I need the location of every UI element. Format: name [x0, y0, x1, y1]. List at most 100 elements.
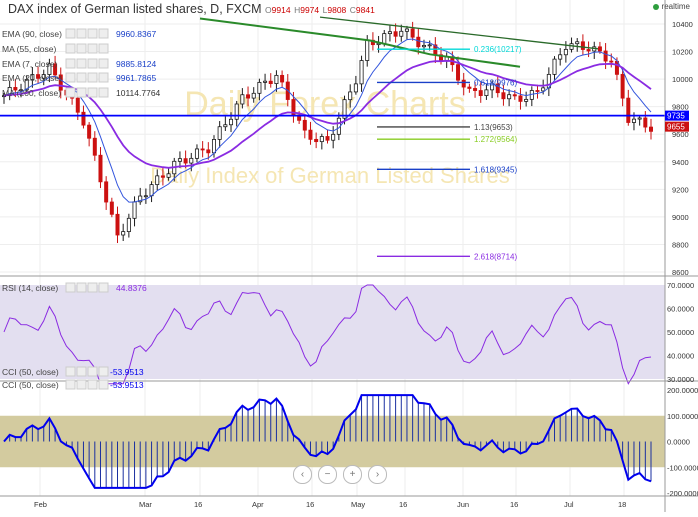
candle — [126, 217, 131, 233]
price-tick: 8600 — [672, 268, 689, 277]
indicator-settings-icon[interactable] — [76, 43, 87, 54]
candle — [643, 117, 648, 128]
candle — [495, 83, 500, 94]
ohlc-c: 9841 — [355, 5, 375, 15]
zoom-out-icon[interactable]: − — [318, 465, 337, 484]
candle — [365, 39, 370, 61]
price-pane: 0.236(10217) 0.618(9976) 1.13(9653) 1.272(9… — [0, 16, 665, 261]
rsi-tick: 40.0000 — [667, 352, 694, 361]
candle — [399, 30, 404, 37]
scroll-left-icon[interactable]: ‹ — [293, 465, 312, 484]
indicator-settings-icon[interactable] — [87, 58, 98, 69]
candle — [121, 231, 126, 236]
candle — [223, 124, 228, 128]
indicator-settings-icon[interactable] — [87, 87, 98, 98]
rsi-settings-icon[interactable] — [76, 282, 87, 293]
time-tick: Mar — [139, 500, 152, 509]
candle — [92, 137, 97, 156]
candle — [177, 158, 182, 162]
cci-settings-icon[interactable] — [65, 366, 76, 377]
indicator-settings-icon[interactable] — [87, 28, 98, 39]
price-tick: 9800 — [672, 103, 689, 112]
cci-settings-icon[interactable] — [76, 379, 87, 390]
candle — [166, 173, 171, 178]
cci-settings-icon[interactable] — [87, 366, 98, 377]
fib-label: 2.618(8714) — [474, 252, 517, 261]
indicator-settings-icon[interactable] — [65, 43, 76, 54]
candle — [649, 126, 654, 132]
candle — [115, 213, 120, 236]
cci-settings-icon[interactable] — [87, 379, 98, 390]
candle — [416, 36, 421, 48]
cci-settings-icon[interactable] — [98, 366, 109, 377]
cci-settings-icon[interactable] — [65, 379, 76, 390]
candle — [234, 103, 239, 120]
cci-tick: 200.0000 — [667, 386, 698, 395]
indicator-label: EMA (90, close) — [2, 29, 62, 39]
candle — [348, 91, 353, 101]
candle — [603, 50, 608, 62]
rsi-settings-icon[interactable] — [87, 282, 98, 293]
ohlc-c-label: C — [349, 5, 356, 15]
candle — [575, 41, 580, 45]
candle — [24, 79, 29, 91]
candle — [155, 175, 160, 186]
candle — [30, 74, 35, 80]
rsi-settings-icon[interactable] — [98, 282, 109, 293]
indicator-settings-icon[interactable] — [87, 43, 98, 54]
scroll-navigation: ‹ − + › — [293, 465, 387, 484]
zoom-in-icon[interactable]: + — [343, 465, 362, 484]
indicator-label: EMA (7, close) — [2, 59, 57, 69]
candle — [240, 94, 245, 105]
scroll-right-icon[interactable]: › — [368, 465, 387, 484]
indicator-settings-icon[interactable] — [98, 28, 109, 39]
cci-settings-icon[interactable] — [76, 366, 87, 377]
candle — [19, 89, 24, 92]
indicator-value: 10114.7764 — [116, 88, 161, 98]
candle — [109, 201, 114, 215]
indicator-value: 9961.7865 — [116, 73, 156, 83]
time-tick: 16 — [510, 500, 518, 509]
candle — [586, 49, 591, 52]
rsi-tick: 60.0000 — [667, 305, 694, 314]
fib-label: 1.618(9345) — [474, 165, 517, 174]
indicator-settings-icon[interactable] — [98, 43, 109, 54]
candle — [512, 94, 517, 97]
candle — [308, 129, 313, 140]
price-tick: 9000 — [672, 213, 689, 222]
indicator-settings-icon[interactable] — [76, 28, 87, 39]
candle — [541, 87, 546, 92]
candle — [563, 48, 568, 56]
indicator-settings-icon[interactable] — [65, 72, 76, 83]
indicator-settings-icon[interactable] — [87, 72, 98, 83]
time-tick: 16 — [194, 500, 202, 509]
cci-settings-icon[interactable] — [98, 379, 109, 390]
indicator-settings-icon[interactable] — [65, 28, 76, 39]
candle — [81, 111, 86, 126]
indicator-settings-icon[interactable] — [98, 72, 109, 83]
candle — [229, 118, 234, 126]
chart-title: DAX index of German listed shares, D, FX… — [8, 2, 262, 16]
indicator-settings-icon[interactable] — [98, 87, 109, 98]
candle — [478, 90, 483, 96]
candle — [382, 33, 387, 44]
cci-tick: 100.0000 — [667, 412, 698, 421]
time-tick: 16 — [399, 500, 407, 509]
realtime-indicator: realtime — [652, 2, 690, 11]
price-tick: 9200 — [672, 185, 689, 194]
rsi-settings-icon[interactable] — [65, 282, 76, 293]
indicator-settings-icon[interactable] — [76, 87, 87, 98]
candle — [160, 175, 165, 178]
cci-pane — [0, 394, 665, 489]
fib-label: 1.13(9653) — [474, 123, 513, 132]
price-tick: 10200 — [672, 48, 693, 57]
candle — [558, 54, 563, 60]
indicator-settings-icon[interactable] — [76, 58, 87, 69]
indicator-settings-icon[interactable] — [76, 72, 87, 83]
indicator-settings-icon[interactable] — [98, 58, 109, 69]
candle — [132, 201, 137, 219]
indicator-settings-icon[interactable] — [65, 87, 76, 98]
indicator-settings-icon[interactable] — [65, 58, 76, 69]
